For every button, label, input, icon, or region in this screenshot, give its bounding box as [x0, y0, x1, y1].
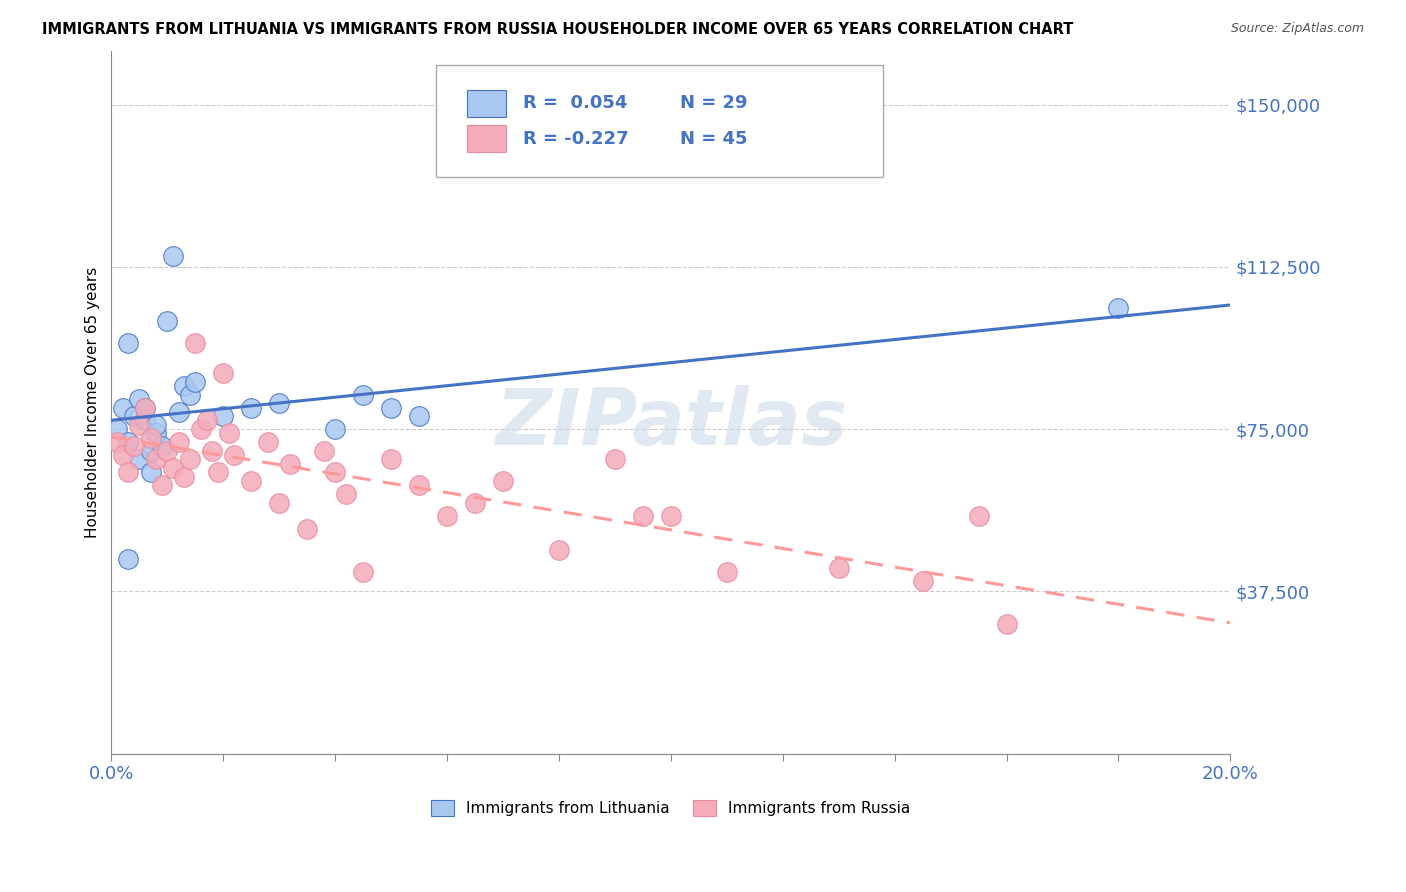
- Point: [156, 443, 179, 458]
- Point: [173, 469, 195, 483]
- Point: [207, 466, 229, 480]
- Point: [139, 443, 162, 458]
- Text: R =  0.054: R = 0.054: [523, 95, 627, 112]
- Point: [167, 435, 190, 450]
- Point: [323, 422, 346, 436]
- Point: [828, 560, 851, 574]
- Point: [167, 405, 190, 419]
- Point: [105, 422, 128, 436]
- Point: [105, 435, 128, 450]
- Point: [335, 487, 357, 501]
- Point: [548, 543, 571, 558]
- Point: [134, 401, 156, 415]
- Point: [464, 496, 486, 510]
- Point: [184, 335, 207, 350]
- Text: N = 29: N = 29: [681, 95, 748, 112]
- Point: [134, 401, 156, 415]
- FancyBboxPatch shape: [436, 65, 883, 178]
- Point: [145, 417, 167, 432]
- Point: [967, 508, 990, 523]
- Point: [716, 565, 738, 579]
- Point: [352, 387, 374, 401]
- Point: [659, 508, 682, 523]
- Point: [162, 461, 184, 475]
- Point: [408, 478, 430, 492]
- Point: [184, 375, 207, 389]
- Point: [240, 401, 263, 415]
- Point: [111, 448, 134, 462]
- Point: [134, 413, 156, 427]
- Point: [139, 431, 162, 445]
- Point: [150, 439, 173, 453]
- Point: [173, 379, 195, 393]
- Point: [111, 401, 134, 415]
- Point: [492, 474, 515, 488]
- Point: [212, 366, 235, 380]
- Text: R = -0.227: R = -0.227: [523, 129, 628, 147]
- Point: [380, 452, 402, 467]
- Legend: Immigrants from Lithuania, Immigrants from Russia: Immigrants from Lithuania, Immigrants fr…: [432, 800, 911, 816]
- Point: [128, 452, 150, 467]
- Point: [312, 443, 335, 458]
- Point: [224, 448, 246, 462]
- Point: [257, 435, 280, 450]
- Point: [179, 387, 201, 401]
- Point: [162, 249, 184, 263]
- Point: [436, 508, 458, 523]
- Y-axis label: Householder Income Over 65 years: Householder Income Over 65 years: [86, 267, 100, 538]
- Point: [911, 574, 934, 588]
- Point: [117, 466, 139, 480]
- Point: [139, 466, 162, 480]
- Point: [122, 439, 145, 453]
- Point: [269, 396, 291, 410]
- Text: IMMIGRANTS FROM LITHUANIA VS IMMIGRANTS FROM RUSSIA HOUSEHOLDER INCOME OVER 65 Y: IMMIGRANTS FROM LITHUANIA VS IMMIGRANTS …: [42, 22, 1074, 37]
- Point: [201, 443, 224, 458]
- Point: [117, 335, 139, 350]
- Text: N = 45: N = 45: [681, 129, 748, 147]
- Point: [218, 426, 240, 441]
- Point: [179, 452, 201, 467]
- Text: Source: ZipAtlas.com: Source: ZipAtlas.com: [1230, 22, 1364, 36]
- Point: [603, 452, 626, 467]
- Point: [1107, 301, 1129, 315]
- Point: [122, 409, 145, 424]
- Point: [145, 452, 167, 467]
- Point: [240, 474, 263, 488]
- Bar: [467, 125, 506, 152]
- Bar: [467, 90, 506, 117]
- Point: [631, 508, 654, 523]
- Point: [190, 422, 212, 436]
- Point: [145, 426, 167, 441]
- Point: [995, 616, 1018, 631]
- Point: [117, 435, 139, 450]
- Point: [150, 478, 173, 492]
- Point: [297, 522, 319, 536]
- Point: [128, 392, 150, 406]
- Point: [195, 413, 218, 427]
- Point: [280, 457, 302, 471]
- Text: ZIPatlas: ZIPatlas: [495, 385, 846, 461]
- Point: [323, 466, 346, 480]
- Point: [269, 496, 291, 510]
- Point: [212, 409, 235, 424]
- Point: [352, 565, 374, 579]
- Point: [128, 417, 150, 432]
- Point: [408, 409, 430, 424]
- Point: [117, 552, 139, 566]
- Point: [380, 401, 402, 415]
- Point: [156, 314, 179, 328]
